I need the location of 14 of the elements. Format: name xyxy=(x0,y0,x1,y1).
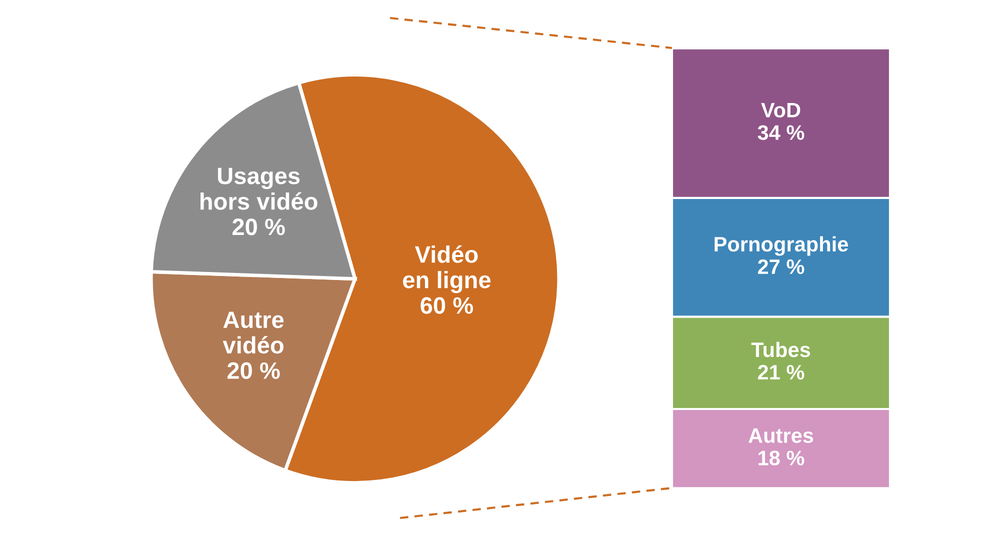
series-label: Pornographie xyxy=(714,236,848,256)
series-label: Tubes xyxy=(751,342,810,358)
slice-label: Autre vidéo xyxy=(222,312,284,354)
slice-label: Vidéo en ligne xyxy=(403,245,491,294)
data-label: 34 % xyxy=(758,125,804,140)
data-label: 27 % xyxy=(758,259,804,274)
data-label: 18 % xyxy=(758,450,804,466)
series-label: Autres xyxy=(748,428,814,443)
data-label: 20 % xyxy=(227,362,280,380)
data-label: 20 % xyxy=(232,218,285,236)
data-label: 21 % xyxy=(758,364,804,380)
slice-label: Usages hors vidéo xyxy=(200,168,318,210)
data-label: 60 % xyxy=(420,297,474,314)
series-label: VoD xyxy=(761,102,800,118)
